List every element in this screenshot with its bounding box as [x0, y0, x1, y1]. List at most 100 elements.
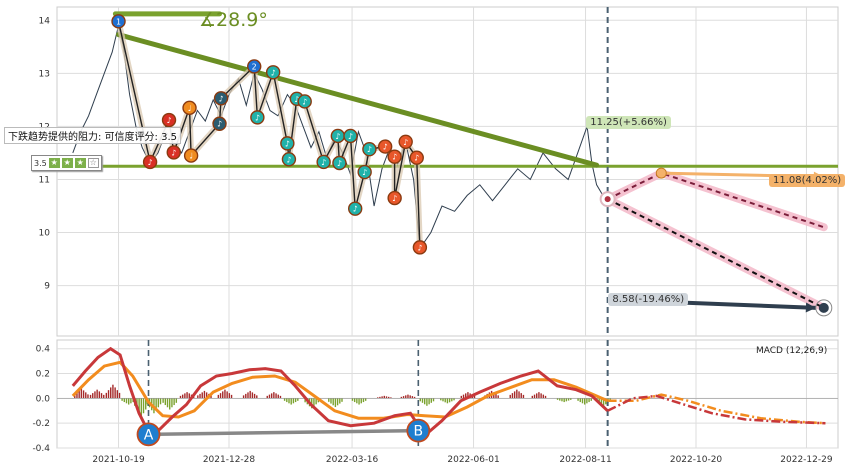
macd-bar-24-0: [556, 398, 559, 400]
macd-bar-22-1: [511, 393, 514, 399]
macd-bar-6-5: [173, 398, 175, 406]
macd-bar-9-1: [219, 393, 222, 399]
macd-bar-14-3: [334, 398, 337, 408]
macd-bar-21-5: [495, 393, 497, 399]
macd-bar-10-5: [253, 393, 256, 399]
macd-bar-6-1: [164, 398, 167, 406]
swing-marker-label-16: ♪: [335, 132, 340, 141]
macd-bar-22-5: [520, 393, 522, 399]
swing-marker-9: [250, 110, 265, 125]
swing-marker-1: [142, 154, 158, 170]
swing-marker-10: [265, 65, 281, 80]
price-ytick-5: 14: [39, 16, 51, 26]
macd-bar-2-6: [118, 392, 121, 399]
swing-marker-label-20: ♪: [362, 168, 367, 177]
macd-bar-18-2: [424, 398, 426, 405]
macd-bar-0-3: [80, 388, 83, 399]
macd-bar-5-4: [155, 398, 157, 411]
macd-bar-16-3: [383, 395, 385, 399]
macd-bar-0-6: [87, 394, 89, 399]
macd-bar-3-1: [123, 398, 125, 403]
macd-bar-4-5: [145, 398, 147, 410]
price-ytick-1: 10: [39, 229, 51, 239]
projection-arrowhead-2: [805, 302, 816, 313]
macd-bar-13-4: [313, 398, 315, 407]
macd-bar-25-0: [577, 398, 579, 401]
swing-marker-3: [166, 145, 181, 160]
macd-bar-8-0: [197, 395, 199, 399]
swing-marker-label-1: ♪: [148, 158, 153, 167]
macd-bar-17-6: [413, 396, 416, 399]
macd-bar-0-2: [78, 390, 80, 399]
macd-bar-13-0: [304, 398, 306, 403]
macd-bar-8-2: [201, 392, 203, 399]
macd-bar-25-5: [588, 398, 590, 403]
macd-bar-22-3: [516, 389, 518, 399]
swing-marker-11: [280, 136, 295, 151]
macd-bar-16-4: [385, 396, 388, 399]
target-ring: [815, 299, 833, 317]
macd-bar-6-6: [175, 398, 178, 403]
macd-bar-18-0: [419, 398, 421, 402]
star-icon-3: ★: [74, 158, 86, 168]
macd-bar-25-6: [590, 398, 592, 401]
macd-bar-12-6: [297, 398, 299, 401]
macd-bar-9-4: [226, 391, 228, 399]
macd-bar-7-3: [186, 392, 188, 399]
macd-bar-22-0: [509, 394, 511, 399]
macd-bar-15-0: [351, 398, 354, 401]
trend-angle-label: ∡28.9°: [199, 9, 268, 31]
signal-line: [71, 360, 609, 420]
macd-bar-26-3: [602, 398, 605, 406]
macd-bar-11-3: [273, 392, 275, 399]
macd-bar-6-2: [166, 398, 169, 408]
macd-bar-1-2: [94, 391, 96, 399]
forecast-turn-dot: [655, 167, 667, 179]
macd-bar-3-4: [130, 398, 132, 404]
macd-bar-7-0: [179, 395, 182, 399]
macd-ytick-0: -0.4: [32, 444, 50, 454]
macd-bar-4-3: [140, 398, 143, 417]
swing-marker-label-6: ♪: [217, 120, 222, 129]
divergence-line: [148, 428, 419, 437]
macd-bar-17-0: [400, 396, 403, 399]
macd-bar-19-5: [451, 398, 453, 402]
macd-bar-16-5: [388, 396, 390, 399]
swing-marker-7: [213, 91, 229, 106]
macd-bar-12-5: [294, 398, 297, 403]
macd-bar-0-0: [74, 394, 76, 399]
macd-bar-21-6: [497, 395, 499, 399]
macd-bar-22-6: [522, 394, 525, 399]
macd-bar-9-0: [217, 394, 220, 399]
macd-ytick-1: -0.2: [32, 419, 50, 429]
macd-bar-1-3: [96, 389, 98, 399]
macd-bar-11-5: [277, 394, 279, 399]
xtick-label-2: 2022-03-16: [326, 455, 379, 465]
price-ytick-0: 9: [44, 282, 50, 292]
macd-bar-17-5: [411, 396, 414, 399]
swing-marker-label-13: ♪: [294, 95, 299, 104]
macd-bar-20-3: [467, 392, 469, 399]
macd-bar-25-2: [581, 398, 584, 404]
macd-bar-23-4: [540, 393, 542, 399]
macd-bar-0-1: [76, 392, 78, 399]
macd-bar-26-1: [598, 398, 600, 403]
macd-bar-1-4: [98, 391, 101, 399]
macd-bar-24-2: [561, 398, 563, 402]
swing-marker-0: [111, 14, 126, 29]
grid-lines: [57, 7, 838, 449]
price-ytick-2: 11: [39, 175, 50, 185]
swing-marker-19: [348, 201, 363, 216]
swing-marker-15: [316, 154, 331, 170]
macd-bar-26-2: [600, 398, 603, 405]
xtick-label-3: 2022-06-01: [447, 455, 499, 465]
macd-bar-16-6: [390, 397, 392, 399]
macd-bar-14-5: [339, 398, 341, 404]
swing-marker-label-10: ♪: [271, 68, 276, 77]
swing-marker-label-15: ♪: [321, 158, 326, 167]
macd-bar-17-2: [405, 395, 407, 399]
macd-line: [71, 346, 609, 438]
macd-bar-1-0: [89, 394, 92, 399]
macd-bar-11-2: [270, 393, 273, 399]
